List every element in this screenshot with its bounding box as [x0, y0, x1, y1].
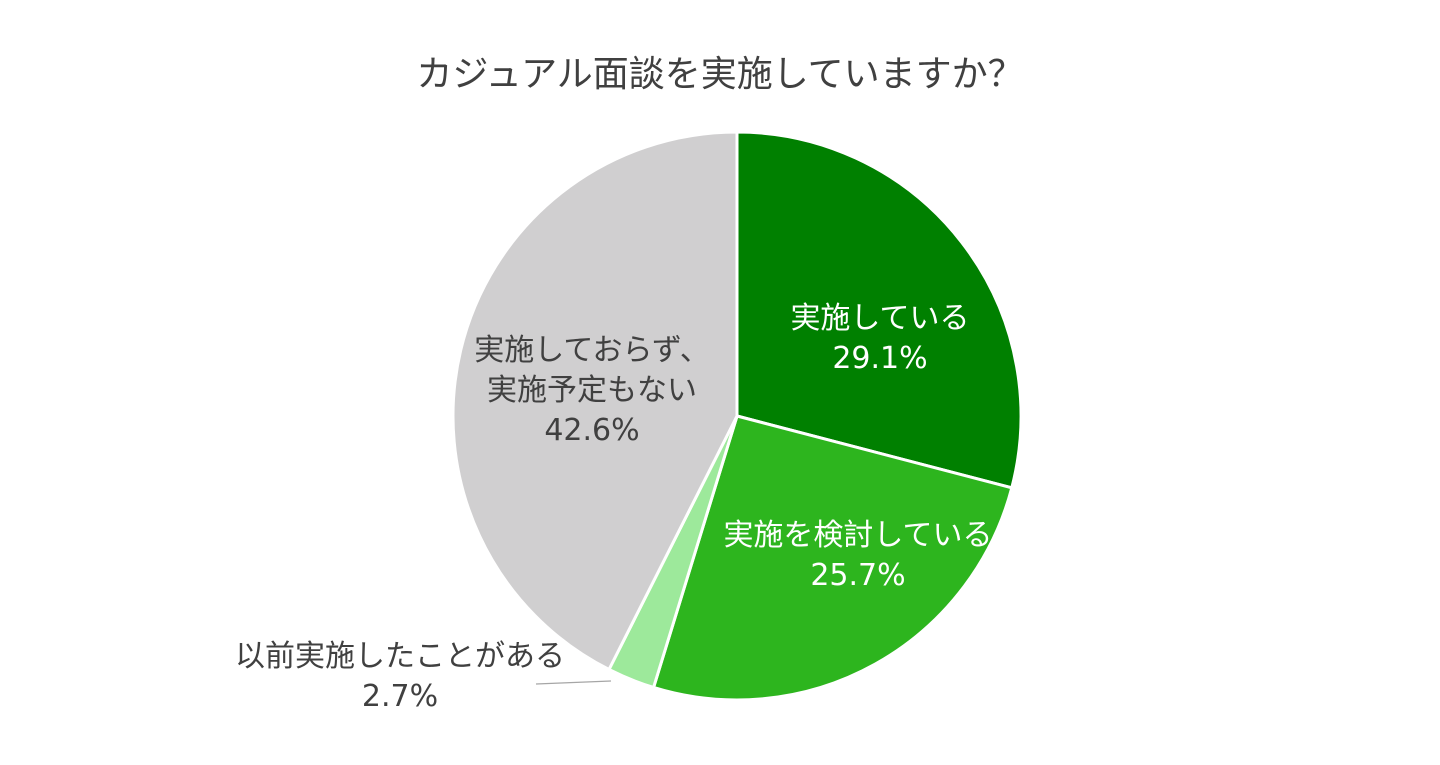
- category-label-not-implemented: 実施予定もない: [487, 373, 697, 408]
- category-label-not-implemented: 実施しておらず、: [474, 333, 710, 368]
- value-label-previously-implemented: 2.7%: [362, 679, 438, 714]
- category-label-implemented: 実施している: [790, 301, 969, 336]
- pie-slices: [451, 130, 1023, 702]
- category-label-previously-implemented: 以前実施したことがある: [235, 639, 565, 674]
- pie-labels: 実施している 29.1% 実施を検討している 25.7% 以前実施したことがある 2.7%…: [235, 301, 993, 714]
- value-label-implemented: 29.1%: [832, 341, 927, 376]
- value-label-considering: 25.7%: [810, 558, 905, 593]
- pie-slice-implemented: [735, 130, 1023, 490]
- pie-slice-not-implemented: [451, 130, 739, 672]
- pie-slice-considering: [651, 414, 1014, 702]
- category-label-considering: 実施を検討している: [723, 518, 992, 553]
- leader-line-previously-implemented: [535, 680, 612, 685]
- value-label-not-implemented: 42.6%: [544, 413, 639, 448]
- chart-title: カジュアル面談を実施していますか？: [416, 54, 1023, 95]
